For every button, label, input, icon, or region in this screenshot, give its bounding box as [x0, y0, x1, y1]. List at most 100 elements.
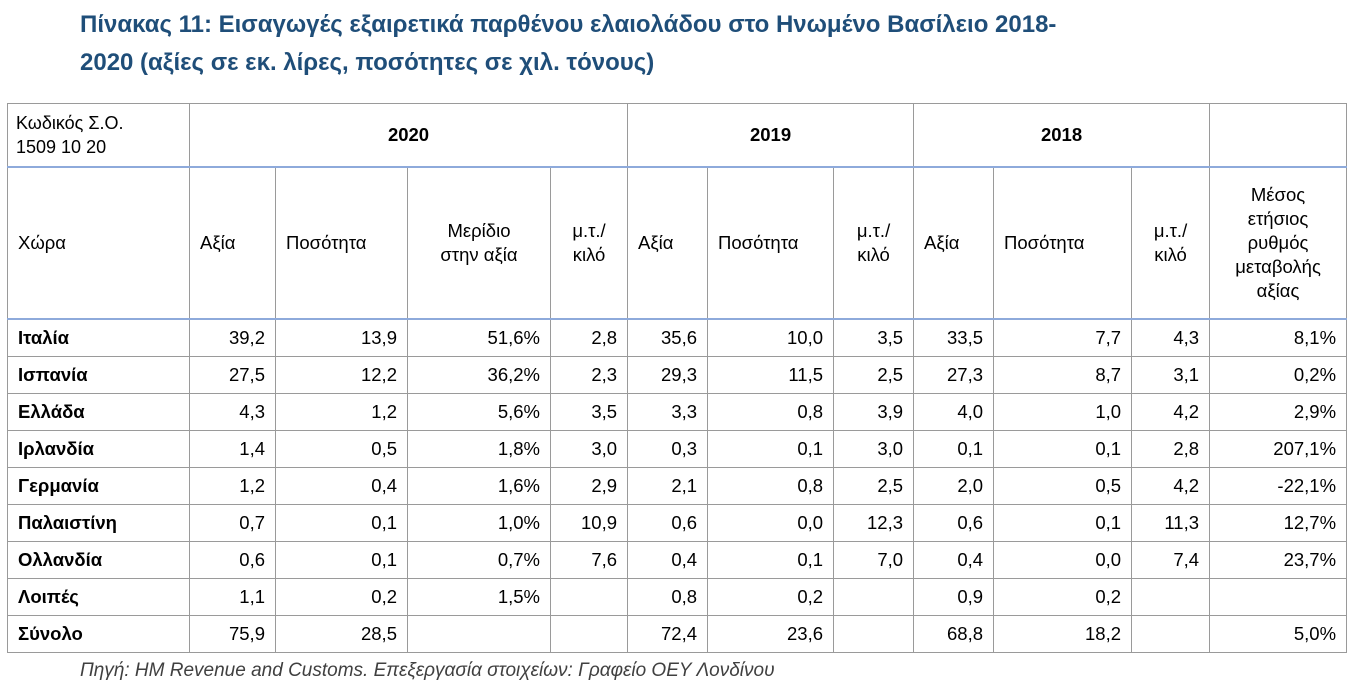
table-body: Ιταλία 39,2 13,9 51,6% 2,8 35,6 10,0 3,5 33,5 7,7… [7, 318, 1348, 653]
share-2020-cell: 0,7% [407, 541, 551, 579]
value-2018-cell: 0,6 [913, 504, 995, 542]
unit-price-2019-cell: 3,5 [833, 318, 915, 357]
share-2020-cell [407, 615, 551, 653]
quantity-2019-cell: 0,2 [707, 578, 835, 616]
unit-price-2018-cell: 4,3 [1131, 318, 1211, 357]
unit-price-2018-header: μ.τ./ κιλό [1131, 166, 1211, 320]
value-2019-cell: 35,6 [627, 318, 709, 357]
quantity-2018-cell: 0,1 [993, 430, 1133, 468]
empty-header-cell [1209, 103, 1348, 168]
value-2018-cell: 2,0 [913, 467, 995, 505]
unit-price-2018-cell [1131, 578, 1211, 616]
quantity-2018-cell: 0,1 [993, 504, 1133, 542]
quantity-2020-cell: 0,5 [275, 430, 408, 468]
unit-price-2020-cell: 10,9 [549, 504, 629, 542]
country-header: Χώρα [7, 166, 190, 320]
growth-cell: 5,0% [1209, 615, 1348, 653]
table-row: Λοιπές 1,1 0,2 1,5% 0,8 0,2 0,9 0,2 [7, 578, 1348, 616]
unit-price-2019-cell: 7,0 [833, 541, 915, 579]
quantity-2020-cell: 12,2 [275, 356, 408, 394]
quantity-2018-cell: 0,0 [993, 541, 1133, 579]
quantity-2018-cell: 8,7 [993, 356, 1133, 394]
share-2020-cell: 36,2% [407, 356, 551, 394]
share-header-line1: Μερίδιο [447, 220, 511, 241]
value-2018-cell: 4,0 [913, 393, 995, 431]
unit-price-2019-cell [833, 615, 915, 653]
country-cell: Ολλανδία [7, 541, 190, 579]
unit-price-2020-cell: 3,5 [549, 393, 629, 431]
value-2020-cell: 75,9 [189, 615, 276, 653]
quantity-2018-cell: 18,2 [993, 615, 1133, 653]
unit-header-line1: μ.τ./ [856, 220, 891, 241]
table-caption-line1: Πίνακας 11: Εισαγωγές εξαιρετικά παρθένο… [80, 11, 1057, 38]
code-label: Κωδικός Σ.Ο. [16, 113, 124, 133]
value-2018-cell: 33,5 [913, 318, 995, 357]
quantity-2018-cell: 7,7 [993, 318, 1133, 357]
table-caption-line2: 2020 (αξίες σε εκ. λίρες, ποσότητες σε χ… [80, 49, 655, 76]
table-row: Ολλανδία 0,6 0,1 0,7% 7,6 0,4 0,1 7,0 0,4 0,0 7,4 2… [7, 541, 1348, 579]
share-2020-cell: 1,6% [407, 467, 551, 505]
unit-price-2019-cell: 12,3 [833, 504, 915, 542]
unit-price-2018-cell: 2,8 [1131, 430, 1211, 468]
value-2018-cell: 68,8 [913, 615, 995, 653]
value-2020-cell: 0,6 [189, 541, 276, 579]
quantity-2018-cell: 0,2 [993, 578, 1133, 616]
growth-cell: 12,7% [1209, 504, 1348, 542]
unit-price-2020-cell: 2,9 [549, 467, 629, 505]
quantity-2019-cell: 0,1 [707, 430, 835, 468]
quantity-2019-cell: 11,5 [707, 356, 835, 394]
unit-price-2019-cell: 3,0 [833, 430, 915, 468]
country-cell: Ισπανία [7, 356, 190, 394]
growth-cell [1209, 578, 1348, 616]
value-2018-cell: 0,4 [913, 541, 995, 579]
value-2018-header: Αξία [913, 166, 995, 320]
quantity-2018-cell: 0,5 [993, 467, 1133, 505]
table-row: Ελλάδα 4,3 1,2 5,6% 3,5 3,3 0,8 3,9 4,0 1,0 4,2 2,9… [7, 393, 1348, 431]
value-2020-cell: 1,4 [189, 430, 276, 468]
quantity-2020-cell: 0,1 [275, 541, 408, 579]
table-caption: Πίνακας 11: Εισαγωγές εξαιρετικά παρθένο… [80, 6, 1280, 82]
growth-cell: 2,9% [1209, 393, 1348, 431]
year-2018-header: 2018 [913, 103, 1211, 168]
value-2019-cell: 0,8 [627, 578, 709, 616]
country-cell: Λοιπές [7, 578, 190, 616]
source-note: Πηγή: HM Revenue and Customs. Επεξεργασί… [80, 660, 775, 681]
value-2020-header: Αξία [189, 166, 276, 320]
value-2019-cell: 0,3 [627, 430, 709, 468]
quantity-2019-cell: 0,0 [707, 504, 835, 542]
growth-header-line5: αξίας [1256, 280, 1300, 301]
unit-price-2018-cell: 4,2 [1131, 393, 1211, 431]
unit-price-2019-header: μ.τ./ κιλό [833, 166, 915, 320]
value-2019-cell: 0,4 [627, 541, 709, 579]
value-2019-cell: 72,4 [627, 615, 709, 653]
share-2020-cell: 1,0% [407, 504, 551, 542]
country-cell: Γερμανία [7, 467, 190, 505]
table-row: Σύνολο 75,9 28,5 72,4 23,6 68,8 18,2 5,0% [7, 615, 1348, 653]
value-2019-cell: 29,3 [627, 356, 709, 394]
table-row: Ισπανία 27,5 12,2 36,2% 2,3 29,3 11,5 2,5 27,3 8,… [7, 356, 1348, 394]
quantity-2019-cell: 23,6 [707, 615, 835, 653]
value-2018-cell: 27,3 [913, 356, 995, 394]
country-cell: Σύνολο [7, 615, 190, 653]
country-cell: Παλαιστίνη [7, 504, 190, 542]
unit-price-2019-cell [833, 578, 915, 616]
share-2020-cell: 1,5% [407, 578, 551, 616]
country-cell: Ιταλία [7, 318, 190, 357]
share-header-line2: στην αξία [440, 244, 518, 265]
quantity-2020-cell: 0,1 [275, 504, 408, 542]
growth-header-line4: μεταβολής [1235, 256, 1321, 277]
value-2019-cell: 0,6 [627, 504, 709, 542]
unit-header-line2: κιλό [1154, 244, 1187, 265]
table-row: Παλαιστίνη 0,7 0,1 1,0% 10,9 0,6 0,0 12,3 0,6 0,1… [7, 504, 1348, 542]
unit-price-2020-header: μ.τ./ κιλό [549, 166, 629, 320]
quantity-2020-header: Ποσότητα [275, 166, 408, 320]
unit-price-2020-cell [549, 578, 629, 616]
growth-cell: 8,1% [1209, 318, 1348, 357]
quantity-2019-cell: 0,1 [707, 541, 835, 579]
value-2020-cell: 0,7 [189, 504, 276, 542]
unit-price-2018-cell: 3,1 [1131, 356, 1211, 394]
quantity-2019-cell: 0,8 [707, 467, 835, 505]
growth-header-line1: Μέσος [1250, 184, 1306, 205]
unit-price-2019-cell: 2,5 [833, 467, 915, 505]
table-row: Ιρλανδία 1,4 0,5 1,8% 3,0 0,3 0,1 3,0 0,1 0,1 2,8 2… [7, 430, 1348, 468]
